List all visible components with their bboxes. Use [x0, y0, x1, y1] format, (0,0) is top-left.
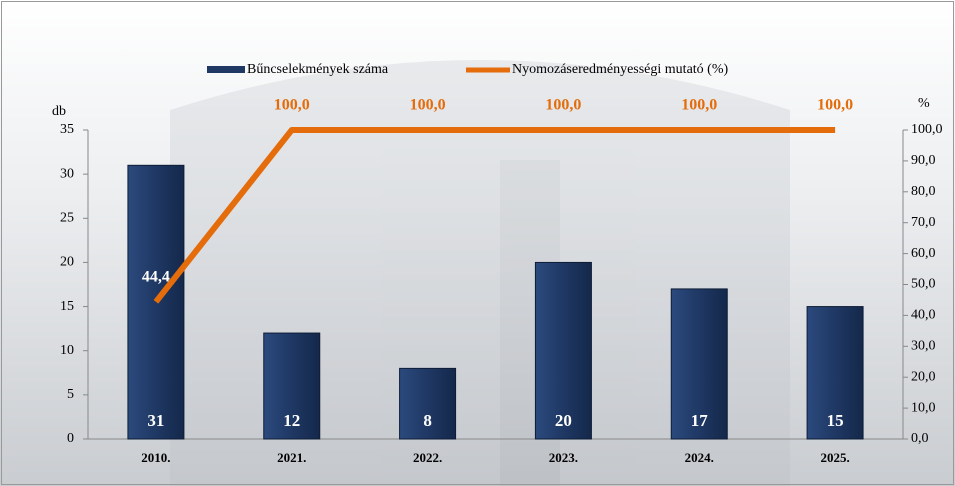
line-value-label: 100,0 — [410, 97, 446, 114]
line-value-label: 100,0 — [681, 97, 717, 114]
chart: db % 0 5 10 15 20 25 30 35 0,0 10,0 20,0 30,0 40,0 50… — [0, 0, 955, 486]
y-tick-label: 25 — [60, 211, 74, 226]
y2-tick-label: 20,0 — [911, 369, 936, 384]
line-value-label: 100,0 — [817, 97, 853, 114]
legend-label: Nyomozáseredményességi mutató (%) — [512, 62, 728, 77]
y-tick-label: 15 — [60, 299, 74, 314]
x-tick-label: 2010. — [141, 450, 170, 465]
y-tick-label: 20 — [60, 255, 74, 270]
y-axis-label: db — [52, 104, 66, 119]
bar-value-label: 8 — [423, 411, 432, 430]
y2-tick-label: 30,0 — [911, 339, 936, 354]
bar-value-label: 15 — [827, 411, 844, 430]
y-tick-label: 5 — [67, 387, 74, 402]
legend-label: Bűncselekmények száma — [247, 62, 389, 77]
y2-tick-label: 0,0 — [911, 431, 929, 446]
y-tick-label: 0 — [67, 431, 74, 446]
x-tick-label: 2025. — [820, 450, 849, 465]
y-tick-label: 35 — [60, 122, 74, 137]
x-tick-label: 2021. — [277, 450, 306, 465]
line-value-label: 44,4 — [142, 268, 170, 285]
bar-value-label: 31 — [147, 411, 164, 430]
y2-tick-label: 90,0 — [911, 153, 936, 168]
y2-tick-label: 70,0 — [911, 215, 936, 230]
y2-tick-label: 60,0 — [911, 246, 936, 261]
y-tick-label: 30 — [60, 166, 74, 181]
line-value-label: 100,0 — [545, 97, 581, 114]
y2-axis-label: % — [918, 96, 930, 111]
y2-tick-label: 100,0 — [911, 122, 943, 137]
bar-value-label: 12 — [283, 411, 300, 430]
y2-tick-label: 10,0 — [911, 400, 936, 415]
bar-value-label: 17 — [691, 411, 709, 430]
x-tick-label: 2022. — [413, 450, 442, 465]
bar — [128, 165, 184, 439]
line-value-label: 100,0 — [274, 97, 310, 114]
y2-tick-label: 40,0 — [911, 308, 936, 323]
y2-tick-label: 50,0 — [911, 277, 936, 292]
y-tick-label: 10 — [60, 343, 74, 358]
y2-tick-label: 80,0 — [911, 184, 936, 199]
x-tick-label: 2024. — [685, 450, 714, 465]
legend-swatch — [207, 66, 245, 73]
bar-value-label: 20 — [555, 411, 572, 430]
x-tick-label: 2023. — [549, 450, 578, 465]
